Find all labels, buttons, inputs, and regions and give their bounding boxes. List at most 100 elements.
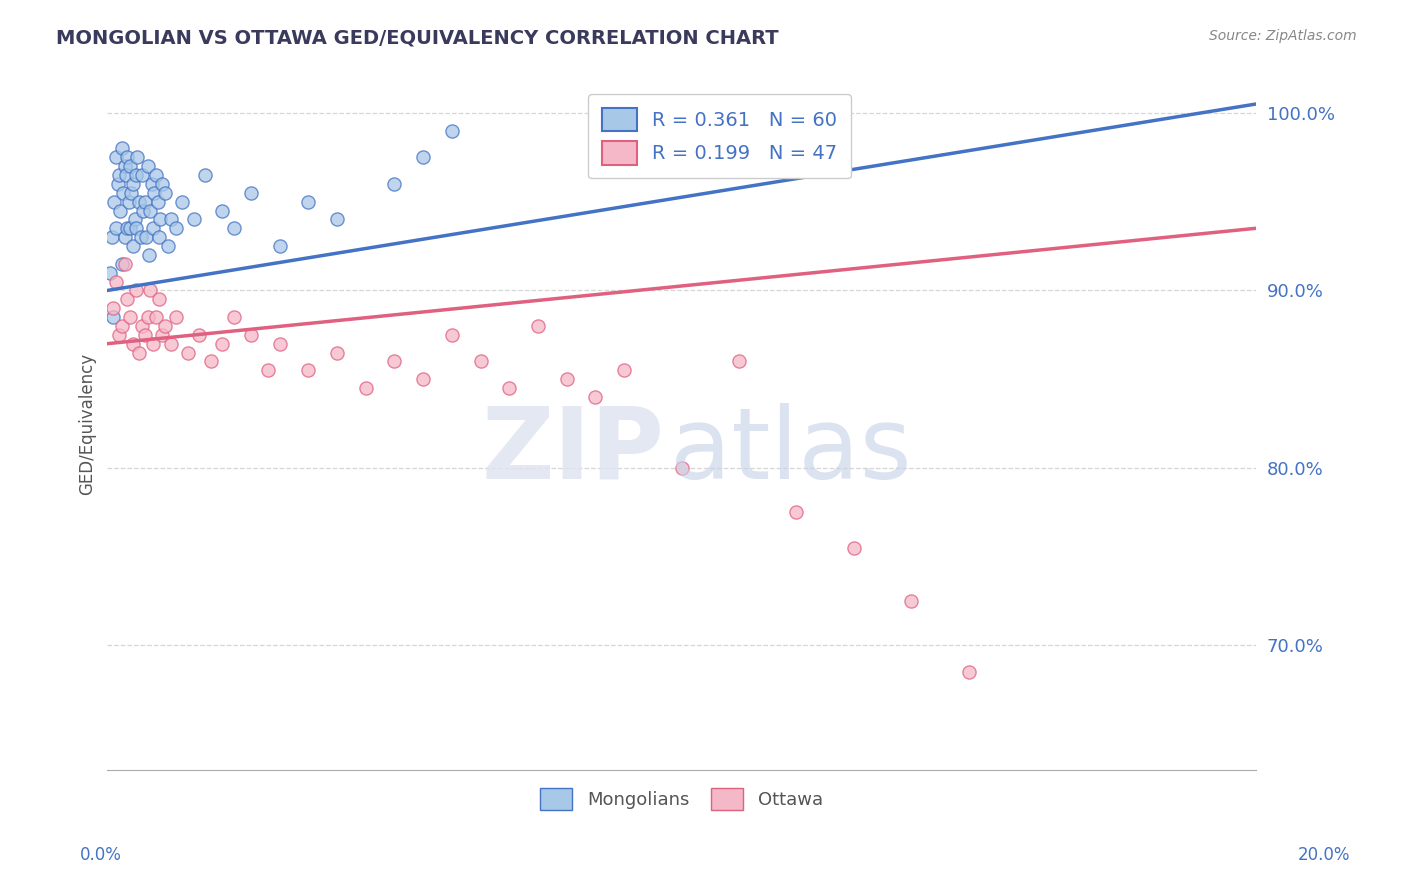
Point: [139, 203, 162, 218]
Point: [135, 230, 157, 244]
Point: [470, 354, 492, 368]
Point: [120, 310, 142, 324]
Point: [146, 194, 169, 209]
Point: [117, 293, 139, 307]
Point: [122, 177, 145, 191]
Point: [957, 665, 980, 679]
Point: [900, 594, 922, 608]
Point: [128, 194, 150, 209]
Point: [177, 345, 200, 359]
Point: [440, 327, 463, 342]
Point: [159, 212, 181, 227]
Point: [412, 150, 434, 164]
Point: [498, 381, 520, 395]
Point: [125, 168, 148, 182]
Text: 20.0%: 20.0%: [1298, 846, 1351, 863]
Point: [124, 212, 146, 227]
Point: [111, 257, 134, 271]
Point: [145, 168, 167, 182]
Point: [183, 212, 205, 227]
Point: [121, 186, 143, 200]
Point: [239, 186, 262, 200]
Point: [111, 318, 134, 333]
Point: [194, 168, 217, 182]
Point: [120, 221, 142, 235]
Text: atlas: atlas: [671, 403, 911, 500]
Point: [114, 230, 136, 244]
Point: [101, 230, 124, 244]
Point: [101, 301, 124, 315]
Point: [384, 177, 406, 191]
Point: [156, 239, 179, 253]
Point: [107, 177, 129, 191]
Point: [257, 363, 280, 377]
Point: [122, 239, 145, 253]
Point: [671, 461, 693, 475]
Point: [134, 194, 156, 209]
Point: [148, 293, 170, 307]
Point: [114, 168, 136, 182]
Point: [188, 327, 211, 342]
Legend: Mongolians, Ottawa: Mongolians, Ottawa: [531, 780, 832, 820]
Point: [127, 150, 149, 164]
Point: [354, 381, 377, 395]
Text: MONGOLIAN VS OTTAWA GED/EQUIVALENCY CORRELATION CHART: MONGOLIAN VS OTTAWA GED/EQUIVALENCY CORR…: [56, 29, 779, 47]
Point: [150, 177, 173, 191]
Point: [104, 150, 127, 164]
Point: [132, 203, 155, 218]
Point: [384, 354, 406, 368]
Text: 0.0%: 0.0%: [80, 846, 122, 863]
Point: [98, 266, 121, 280]
Point: [211, 203, 233, 218]
Point: [108, 203, 131, 218]
Point: [139, 284, 162, 298]
Point: [440, 124, 463, 138]
Point: [108, 168, 131, 182]
Point: [104, 221, 127, 235]
Point: [104, 275, 127, 289]
Point: [111, 141, 134, 155]
Text: Source: ZipAtlas.com: Source: ZipAtlas.com: [1209, 29, 1357, 43]
Point: [239, 327, 262, 342]
Point: [527, 318, 550, 333]
Point: [269, 239, 291, 253]
Point: [297, 194, 319, 209]
Point: [326, 212, 349, 227]
Point: [269, 336, 291, 351]
Point: [159, 336, 181, 351]
Point: [153, 318, 176, 333]
Point: [117, 150, 139, 164]
Point: [143, 186, 166, 200]
Point: [148, 230, 170, 244]
Point: [200, 354, 222, 368]
Point: [141, 177, 163, 191]
Point: [131, 168, 153, 182]
Point: [136, 310, 159, 324]
Point: [129, 230, 152, 244]
Point: [153, 186, 176, 200]
Point: [842, 541, 865, 555]
Point: [149, 212, 172, 227]
Point: [145, 310, 167, 324]
Point: [326, 345, 349, 359]
Point: [785, 505, 807, 519]
Point: [613, 363, 636, 377]
Point: [297, 363, 319, 377]
Point: [103, 194, 125, 209]
Point: [222, 310, 245, 324]
Point: [125, 221, 148, 235]
Point: [101, 310, 124, 324]
Point: [165, 221, 187, 235]
Y-axis label: GED/Equivalency: GED/Equivalency: [79, 352, 96, 495]
Text: ZIP: ZIP: [481, 403, 664, 500]
Point: [170, 194, 193, 209]
Point: [211, 336, 233, 351]
Point: [117, 221, 139, 235]
Point: [122, 336, 145, 351]
Point: [142, 336, 165, 351]
Point: [583, 390, 606, 404]
Point: [112, 186, 135, 200]
Point: [142, 221, 165, 235]
Point: [136, 159, 159, 173]
Point: [128, 345, 150, 359]
